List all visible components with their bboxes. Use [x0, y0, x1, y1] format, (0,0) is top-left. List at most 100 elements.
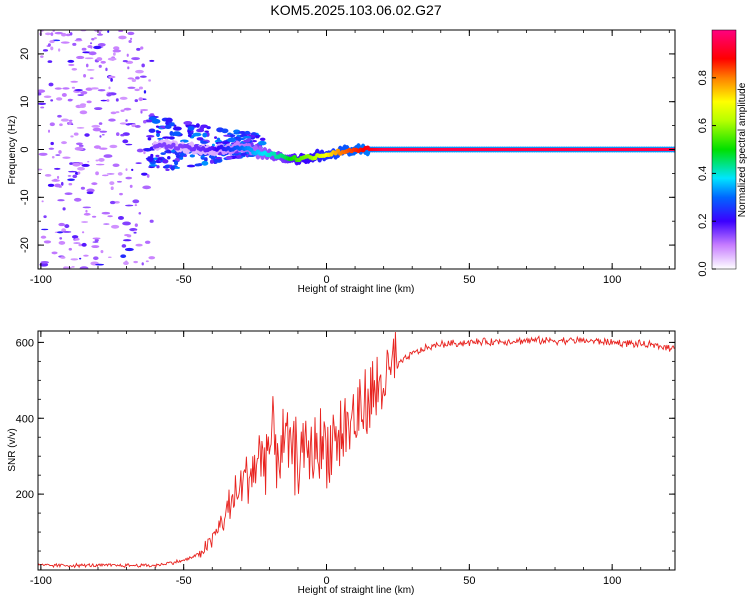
noise-blob	[78, 144, 84, 147]
noise-blob	[115, 98, 119, 102]
noise-blob	[113, 46, 120, 50]
y-tick-label: 600	[16, 337, 34, 349]
noise-blob	[186, 164, 196, 168]
noise-blob	[119, 122, 128, 125]
noise-blob	[72, 162, 81, 167]
colorbar-label: Normalized spectral amplitude	[737, 82, 748, 217]
noise-blob	[85, 87, 93, 91]
noise-blob	[100, 99, 107, 102]
noise-blob	[173, 160, 179, 166]
x-tick-label: -100	[30, 575, 52, 587]
noise-blob	[48, 82, 54, 87]
noise-blob	[81, 231, 85, 234]
noise-blob	[67, 178, 75, 182]
colorbar-tick-label: 0.6	[697, 118, 709, 133]
noise-blob	[44, 174, 52, 177]
noise-blob	[122, 60, 128, 63]
noise-blob	[58, 150, 62, 154]
noise-blob	[140, 108, 149, 112]
noise-blob	[121, 244, 127, 248]
noise-blob	[80, 186, 85, 190]
noise-blob	[136, 47, 141, 51]
noise-blob	[110, 77, 113, 82]
noise-blob	[73, 242, 81, 244]
noise-blob	[93, 37, 97, 40]
colorbar: 0.0 0.2 0.4 0.6 0.8 Normalized spectral ampl…	[697, 29, 748, 277]
noise-blob	[242, 135, 252, 139]
colorbar-tick-label: 0.0	[697, 261, 709, 276]
noise-blob	[259, 137, 266, 141]
noise-blob	[67, 175, 72, 177]
noise-blob	[105, 67, 108, 72]
noise-blob	[148, 164, 158, 167]
noise-blob	[142, 120, 147, 124]
noise-blob	[116, 180, 122, 183]
noise-blob	[83, 74, 87, 78]
noise-blob	[107, 30, 110, 33]
noise-blob	[62, 156, 71, 159]
noise-blob	[257, 140, 267, 146]
noise-blob	[48, 129, 51, 133]
noise-blob	[76, 55, 85, 60]
noise-blob	[58, 240, 66, 245]
noise-blob	[88, 51, 97, 56]
noise-blob	[187, 125, 195, 131]
noise-blob	[134, 99, 139, 103]
noise-blob	[56, 175, 60, 179]
noise-blob	[106, 99, 110, 102]
noise-blob	[67, 98, 73, 102]
colorbar-tick-label: 0.4	[697, 166, 709, 181]
noise-blob	[77, 166, 85, 171]
noise-blob	[54, 183, 61, 188]
noise-blob	[89, 77, 94, 80]
noise-blob	[68, 63, 75, 67]
noise-blob	[107, 256, 112, 259]
noise-blob	[107, 215, 113, 218]
noise-blob	[99, 130, 108, 133]
noise-blob	[110, 111, 117, 115]
noise-blob	[96, 57, 103, 62]
spectrogram-x-axis-label: Height of straight line (km)	[298, 284, 415, 295]
noise-blob	[106, 93, 112, 97]
noise-blob	[60, 256, 66, 259]
noise-blob	[223, 134, 233, 137]
noise-blob	[112, 163, 120, 168]
noise-blob	[85, 63, 89, 68]
noise-blob	[43, 240, 52, 244]
noise-blob	[81, 221, 89, 223]
snr-series-line	[38, 331, 675, 569]
y-tick-label: 20	[19, 48, 31, 60]
noise-blob	[86, 191, 94, 195]
noise-blob	[131, 78, 137, 82]
noise-blob	[216, 137, 221, 142]
noise-blob	[85, 209, 88, 213]
noise-blob	[57, 199, 65, 202]
noise-blob	[127, 86, 136, 89]
noise-blob	[40, 106, 45, 109]
noise-blob	[92, 237, 101, 240]
noise-blob	[139, 75, 147, 78]
noise-blob	[54, 31, 64, 35]
noise-blob	[64, 192, 73, 196]
noise-blob	[52, 30, 55, 33]
noise-blob	[97, 89, 106, 92]
noise-blob	[109, 181, 115, 186]
noise-blob	[156, 130, 162, 134]
noise-blob	[49, 40, 55, 44]
noise-blob	[174, 166, 181, 169]
noise-blob	[70, 135, 74, 138]
noise-blob	[65, 33, 71, 37]
noise-blob	[200, 141, 209, 144]
y-tick-label: -20	[19, 237, 31, 253]
x-tick-label: 50	[463, 575, 475, 587]
noise-blob	[156, 165, 160, 169]
noise-blob	[122, 139, 129, 144]
noise-blob	[38, 168, 43, 171]
noise-blob	[167, 156, 171, 160]
noise-blob	[221, 128, 229, 134]
noise-blob	[95, 159, 99, 162]
noise-blob	[107, 57, 117, 61]
noise-blob	[116, 132, 120, 136]
noise-blob	[196, 137, 204, 141]
